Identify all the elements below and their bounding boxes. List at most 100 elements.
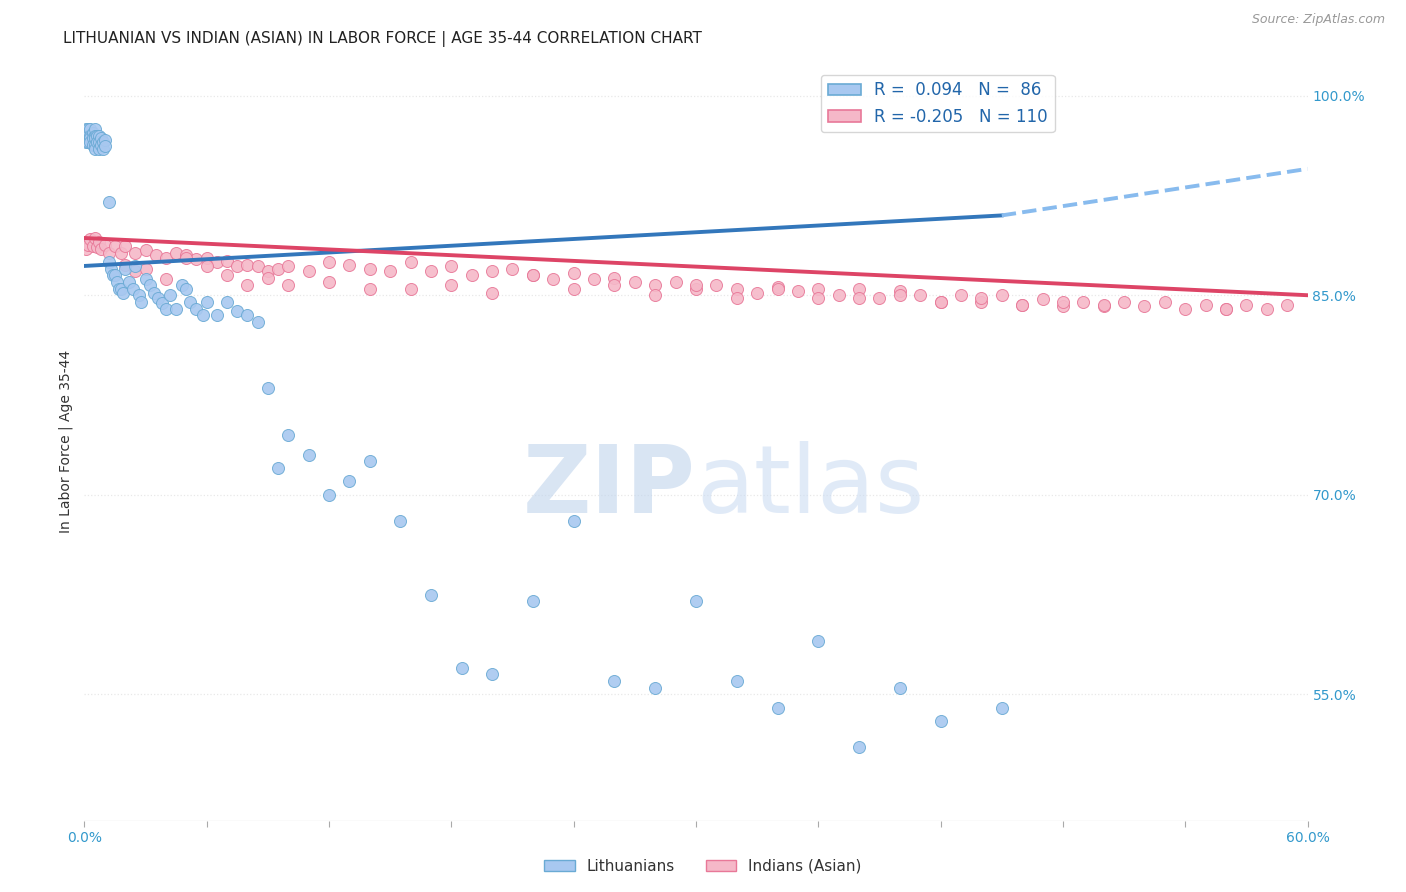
- Point: [86, 240, 108, 254]
- Point: [82, 137, 104, 152]
- Point: [522, 268, 544, 283]
- Point: [359, 282, 381, 296]
- Point: [929, 294, 952, 309]
- Point: [970, 291, 993, 305]
- Point: [624, 275, 647, 289]
- Point: [93, 132, 115, 146]
- Point: [1215, 301, 1237, 316]
- Point: [481, 264, 503, 278]
- Point: [450, 661, 472, 675]
- Point: [807, 291, 830, 305]
- Point: [165, 245, 187, 260]
- Point: [257, 264, 280, 278]
- Point: [950, 288, 973, 302]
- Point: [706, 277, 728, 292]
- Point: [1011, 297, 1033, 311]
- Point: [236, 277, 259, 292]
- Point: [246, 315, 269, 329]
- Point: [226, 304, 249, 318]
- Point: [87, 235, 110, 249]
- Point: [114, 258, 136, 272]
- Point: [146, 291, 169, 305]
- Point: [277, 259, 299, 273]
- Point: [725, 291, 748, 305]
- Point: [603, 277, 626, 292]
- Point: [910, 288, 932, 302]
- Text: atlas: atlas: [696, 441, 924, 533]
- Point: [186, 252, 208, 267]
- Point: [205, 255, 228, 269]
- Point: [82, 131, 104, 145]
- Point: [82, 126, 104, 140]
- Point: [195, 251, 218, 265]
- Point: [97, 255, 120, 269]
- Point: [155, 251, 177, 265]
- Point: [1215, 301, 1237, 316]
- Point: [440, 259, 463, 273]
- Point: [77, 135, 100, 149]
- Point: [380, 264, 402, 278]
- Point: [77, 122, 100, 136]
- Point: [461, 268, 484, 283]
- Point: [644, 681, 666, 695]
- Point: [665, 275, 688, 289]
- Point: [562, 266, 585, 280]
- Y-axis label: In Labor Force | Age 35-44: In Labor Force | Age 35-44: [59, 350, 73, 533]
- Point: [603, 271, 626, 285]
- Point: [807, 282, 830, 296]
- Point: [848, 291, 870, 305]
- Point: [420, 264, 443, 278]
- Point: [93, 139, 115, 153]
- Point: [108, 282, 131, 296]
- Point: [889, 681, 911, 695]
- Point: [179, 294, 201, 309]
- Point: [1011, 297, 1033, 311]
- Point: [277, 428, 299, 442]
- Point: [118, 275, 141, 289]
- Point: [87, 128, 110, 143]
- Point: [298, 264, 321, 278]
- Point: [420, 587, 443, 601]
- Point: [685, 282, 707, 296]
- Point: [135, 243, 157, 257]
- Point: [217, 294, 239, 309]
- Point: [105, 275, 128, 289]
- Point: [766, 282, 789, 296]
- Point: [79, 122, 101, 136]
- Point: [97, 245, 120, 260]
- Point: [83, 231, 105, 245]
- Point: [104, 268, 127, 283]
- Point: [122, 282, 145, 296]
- Point: [1052, 294, 1074, 309]
- Text: Source: ZipAtlas.com: Source: ZipAtlas.com: [1251, 13, 1385, 27]
- Point: [155, 301, 177, 316]
- Point: [522, 268, 544, 283]
- Point: [747, 285, 769, 300]
- Point: [97, 195, 120, 210]
- Point: [644, 288, 666, 302]
- Point: [83, 122, 105, 136]
- Point: [195, 259, 218, 273]
- Point: [970, 294, 993, 309]
- Point: [277, 277, 299, 292]
- Point: [82, 239, 104, 253]
- Point: [766, 280, 789, 294]
- Point: [1174, 301, 1197, 316]
- Point: [318, 488, 340, 502]
- Point: [195, 294, 218, 309]
- Text: LITHUANIAN VS INDIAN (ASIAN) IN LABOR FORCE | AGE 35-44 CORRELATION CHART: LITHUANIAN VS INDIAN (ASIAN) IN LABOR FO…: [63, 31, 702, 47]
- Point: [991, 288, 1014, 302]
- Point: [75, 135, 97, 149]
- Point: [90, 137, 112, 152]
- Point: [90, 131, 112, 145]
- Point: [79, 131, 101, 145]
- Point: [79, 232, 101, 246]
- Point: [725, 282, 748, 296]
- Point: [172, 277, 194, 292]
- Point: [236, 258, 259, 272]
- Point: [685, 594, 707, 608]
- Point: [889, 288, 911, 302]
- Point: [142, 285, 165, 300]
- Point: [77, 237, 100, 252]
- Point: [124, 264, 146, 278]
